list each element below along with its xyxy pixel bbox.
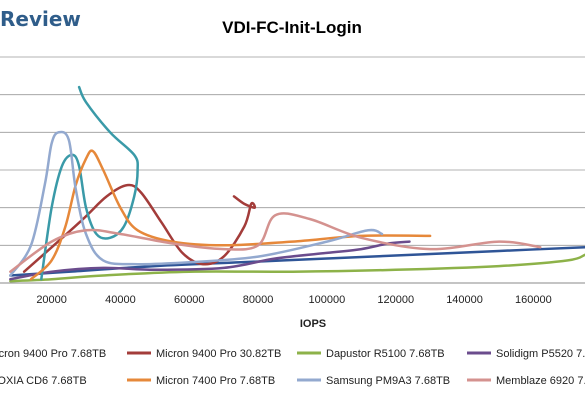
gridlines	[0, 56, 585, 246]
legend-label: Solidigm P5520 7.68TB	[496, 348, 585, 360]
x-tick-label: 40000	[105, 294, 136, 306]
x-tick-label: 20000	[36, 294, 67, 306]
series-line-3	[9, 253, 585, 283]
chart-title: VDI-FC-Init-Login	[222, 18, 362, 37]
series-line-7	[9, 130, 384, 277]
series-line-5	[40, 85, 139, 281]
legend-label: Micron 9400 Pro 7.68TB	[0, 348, 106, 360]
legend-label: Samsung PM9A3 7.68TB	[326, 375, 450, 387]
legend-label: Micron 9400 Pro 30.82TB	[156, 348, 281, 360]
x-tick-label: 160000	[515, 294, 552, 306]
brand-wordmark: Review	[0, 7, 81, 31]
x-tick-label: 140000	[446, 294, 483, 306]
series-line-1	[9, 245, 585, 277]
legend: Micron 9400 Pro 7.68TB Micron 9400 Pro 30…	[0, 348, 585, 387]
legend-label: Memblaze 6920 7.68TB	[496, 375, 585, 387]
x-tick-label: 60000	[174, 294, 205, 306]
legend-label: KIOXIA CD6 7.68TB	[0, 375, 87, 387]
series-line-8	[9, 212, 542, 273]
series-line-6	[29, 149, 432, 281]
series-lines	[9, 85, 585, 283]
x-tick-label: 100000	[309, 294, 346, 306]
x-tick-label: 80000	[243, 294, 274, 306]
legend-label: Micron 7400 Pro 7.68TB	[156, 375, 275, 387]
series-line-2	[22, 183, 257, 273]
x-axis-label: IOPS	[300, 318, 326, 330]
series-line-4	[9, 240, 411, 281]
legend-label: Dapustor R5100 7.68TB	[326, 348, 445, 360]
x-tick-label: 120000	[377, 294, 414, 306]
x-tick-labels: 20000 40000 60000 80000 100000 120000 140000 16…	[36, 294, 551, 306]
